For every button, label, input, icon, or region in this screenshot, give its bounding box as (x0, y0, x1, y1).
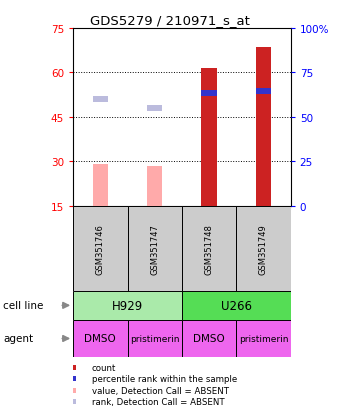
Bar (128, 206, 182, 291)
Bar (128, 320, 182, 357)
Text: pristimerin: pristimerin (239, 334, 288, 343)
Bar (182, 320, 236, 357)
Text: percentile rank within the sample: percentile rank within the sample (92, 374, 237, 383)
Text: GDS5279 / 210971_s_at: GDS5279 / 210971_s_at (90, 14, 250, 27)
Bar (147, 166, 162, 206)
Text: GSM351747: GSM351747 (150, 223, 159, 274)
Bar (182, 291, 291, 320)
Bar (182, 206, 236, 291)
Bar (202, 69, 217, 206)
Bar (147, 106, 162, 112)
Bar (256, 89, 271, 95)
Text: value, Detection Call = ABSENT: value, Detection Call = ABSENT (92, 386, 229, 395)
Text: GSM351746: GSM351746 (96, 223, 105, 274)
Text: agent: agent (3, 334, 34, 344)
Bar (73, 320, 128, 357)
Text: U266: U266 (221, 299, 252, 312)
Bar (236, 320, 291, 357)
Text: DMSO: DMSO (84, 334, 116, 344)
Text: rank, Detection Call = ABSENT: rank, Detection Call = ABSENT (92, 397, 224, 406)
Text: pristimerin: pristimerin (130, 334, 180, 343)
Text: count: count (92, 363, 116, 372)
Text: H929: H929 (112, 299, 143, 312)
Text: cell line: cell line (3, 301, 44, 311)
Bar (73, 291, 182, 320)
Bar (93, 97, 108, 103)
Bar (93, 165, 108, 206)
Text: GSM351749: GSM351749 (259, 223, 268, 274)
Bar (73, 206, 128, 291)
Bar (256, 48, 271, 206)
Text: GSM351748: GSM351748 (205, 223, 214, 274)
Bar (236, 206, 291, 291)
Bar (202, 90, 217, 96)
Text: DMSO: DMSO (193, 334, 225, 344)
